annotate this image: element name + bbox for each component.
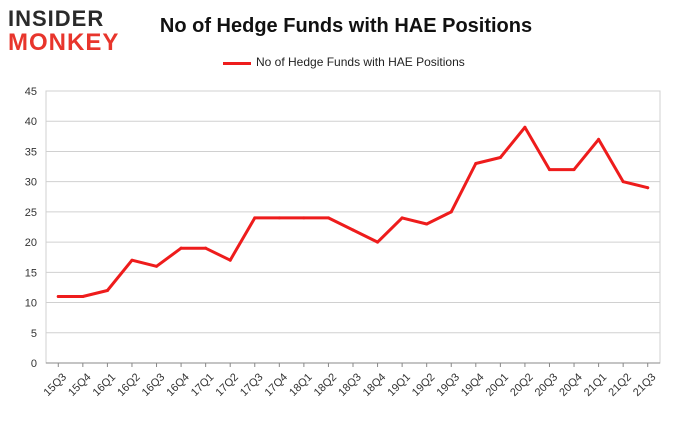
- data-point: [621, 180, 625, 184]
- x-tick-label: 17Q4: [263, 371, 291, 399]
- x-tick-label: 21Q1: [582, 371, 610, 399]
- data-point: [400, 216, 404, 220]
- legend-label: No of Hedge Funds with HAE Positions: [256, 55, 465, 69]
- y-tick-label: 20: [25, 237, 37, 249]
- x-tick-label: 16Q3: [140, 371, 168, 399]
- data-point: [228, 258, 232, 262]
- x-tick-label: 16Q2: [115, 371, 143, 399]
- data-point: [449, 210, 453, 214]
- x-tick-label: 20Q3: [533, 371, 561, 399]
- x-tick-label: 21Q3: [631, 371, 659, 399]
- x-tick-label: 18Q3: [336, 371, 364, 399]
- data-point: [56, 295, 60, 299]
- chart-title: No of Hedge Funds with HAE Positions: [159, 15, 533, 37]
- data-point: [572, 168, 576, 172]
- data-point: [81, 295, 85, 299]
- x-tick-label: 21Q2: [606, 371, 634, 399]
- data-point: [253, 216, 257, 220]
- insider-monkey-logo: INSIDER MONKEY: [8, 6, 126, 56]
- x-tick-label: 19Q4: [459, 371, 487, 399]
- x-tick-label: 17Q2: [213, 371, 241, 399]
- data-point: [302, 216, 306, 220]
- y-tick-label: 35: [25, 146, 37, 158]
- x-tick-label: 19Q2: [410, 371, 438, 399]
- x-tick-label: 15Q4: [66, 371, 94, 399]
- y-tick-label: 15: [25, 267, 37, 279]
- chart-legend: No of Hedge Funds with HAE Positions: [0, 52, 680, 72]
- data-point: [547, 168, 551, 172]
- data-point: [523, 125, 527, 129]
- data-point: [130, 258, 134, 262]
- x-tick-label: 18Q4: [361, 371, 389, 399]
- y-tick-label: 45: [25, 86, 37, 98]
- data-point: [474, 162, 478, 166]
- logo-line-1: INSIDER: [8, 6, 105, 31]
- x-tick-label: 18Q1: [287, 371, 315, 399]
- x-tick-label: 16Q1: [91, 371, 119, 399]
- x-tick-label: 19Q3: [435, 371, 463, 399]
- x-tick-label: 20Q2: [508, 371, 536, 399]
- data-point: [179, 246, 183, 250]
- y-tick-label: 40: [25, 116, 37, 128]
- data-point: [597, 137, 601, 141]
- legend-swatch: [223, 62, 251, 65]
- data-point: [376, 240, 380, 244]
- data-point: [277, 216, 281, 220]
- y-tick-label: 30: [25, 177, 37, 189]
- y-tick-label: 0: [31, 358, 37, 370]
- data-point: [425, 222, 429, 226]
- x-tick-label: 17Q3: [238, 371, 266, 399]
- data-point: [326, 216, 330, 220]
- logo-line-2: MONKEY: [8, 29, 120, 56]
- x-tick-label: 15Q3: [42, 371, 70, 399]
- data-point: [204, 246, 208, 250]
- data-point: [498, 155, 502, 159]
- y-tick-label: 10: [25, 298, 37, 310]
- x-tick-label: 19Q1: [385, 371, 413, 399]
- data-point: [646, 186, 650, 190]
- data-point: [155, 264, 159, 268]
- y-tick-label: 25: [25, 207, 37, 219]
- data-point: [105, 288, 109, 292]
- x-tick-label: 17Q1: [189, 371, 217, 399]
- plot-area-border: [45, 90, 661, 364]
- y-tick-label: 5: [31, 328, 37, 340]
- x-tick-label: 20Q4: [557, 371, 585, 399]
- x-tick-label: 16Q4: [164, 371, 192, 399]
- x-tick-label: 18Q2: [312, 371, 340, 399]
- x-tick-label: 20Q1: [484, 371, 512, 399]
- data-point: [351, 228, 355, 232]
